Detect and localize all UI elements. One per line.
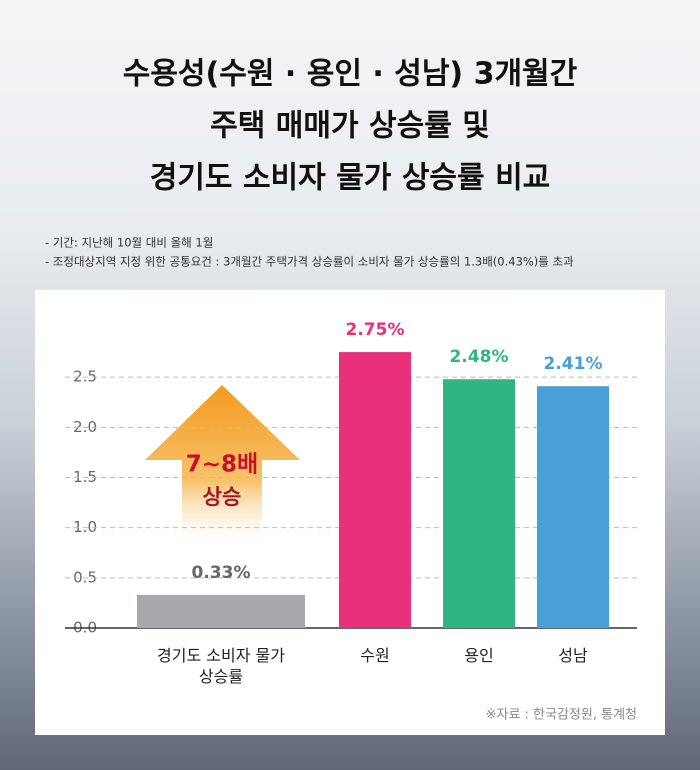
source: ※자료 : 한국감정원, 통계청	[486, 708, 637, 723]
value-label: 0.33%	[192, 563, 251, 583]
x-tick-label: 성남	[558, 646, 588, 665]
value-label: 2.48%	[450, 347, 509, 367]
bar	[339, 352, 411, 628]
annotation: 7~8배	[186, 452, 258, 478]
note: - 조정대상지역 지정 위한 공통요건 : 3개월간 주택가격 상승률이 소비자…	[45, 255, 574, 269]
bar	[443, 379, 515, 628]
title-line: 경기도 소비자 물가 상승률 비교	[150, 161, 551, 196]
bar	[137, 594, 305, 628]
x-tick-label: 수원	[360, 646, 390, 665]
title-line: 수용성(수원 · 용인 · 성남) 3개월간	[123, 57, 578, 92]
arrow	[145, 385, 300, 545]
annotation: 상승	[203, 485, 242, 509]
note: - 기간: 지난해 10월 대비 올해 1월	[45, 236, 213, 250]
x-tick-label: 용인	[464, 646, 494, 665]
bar	[537, 386, 609, 628]
title-line: 주택 매매가 상승률 및	[210, 109, 490, 144]
x-tick-label: 경기도 소비자 물가 상승률	[157, 646, 285, 686]
value-label: 2.75%	[346, 320, 405, 340]
value-label: 2.41%	[544, 354, 603, 374]
